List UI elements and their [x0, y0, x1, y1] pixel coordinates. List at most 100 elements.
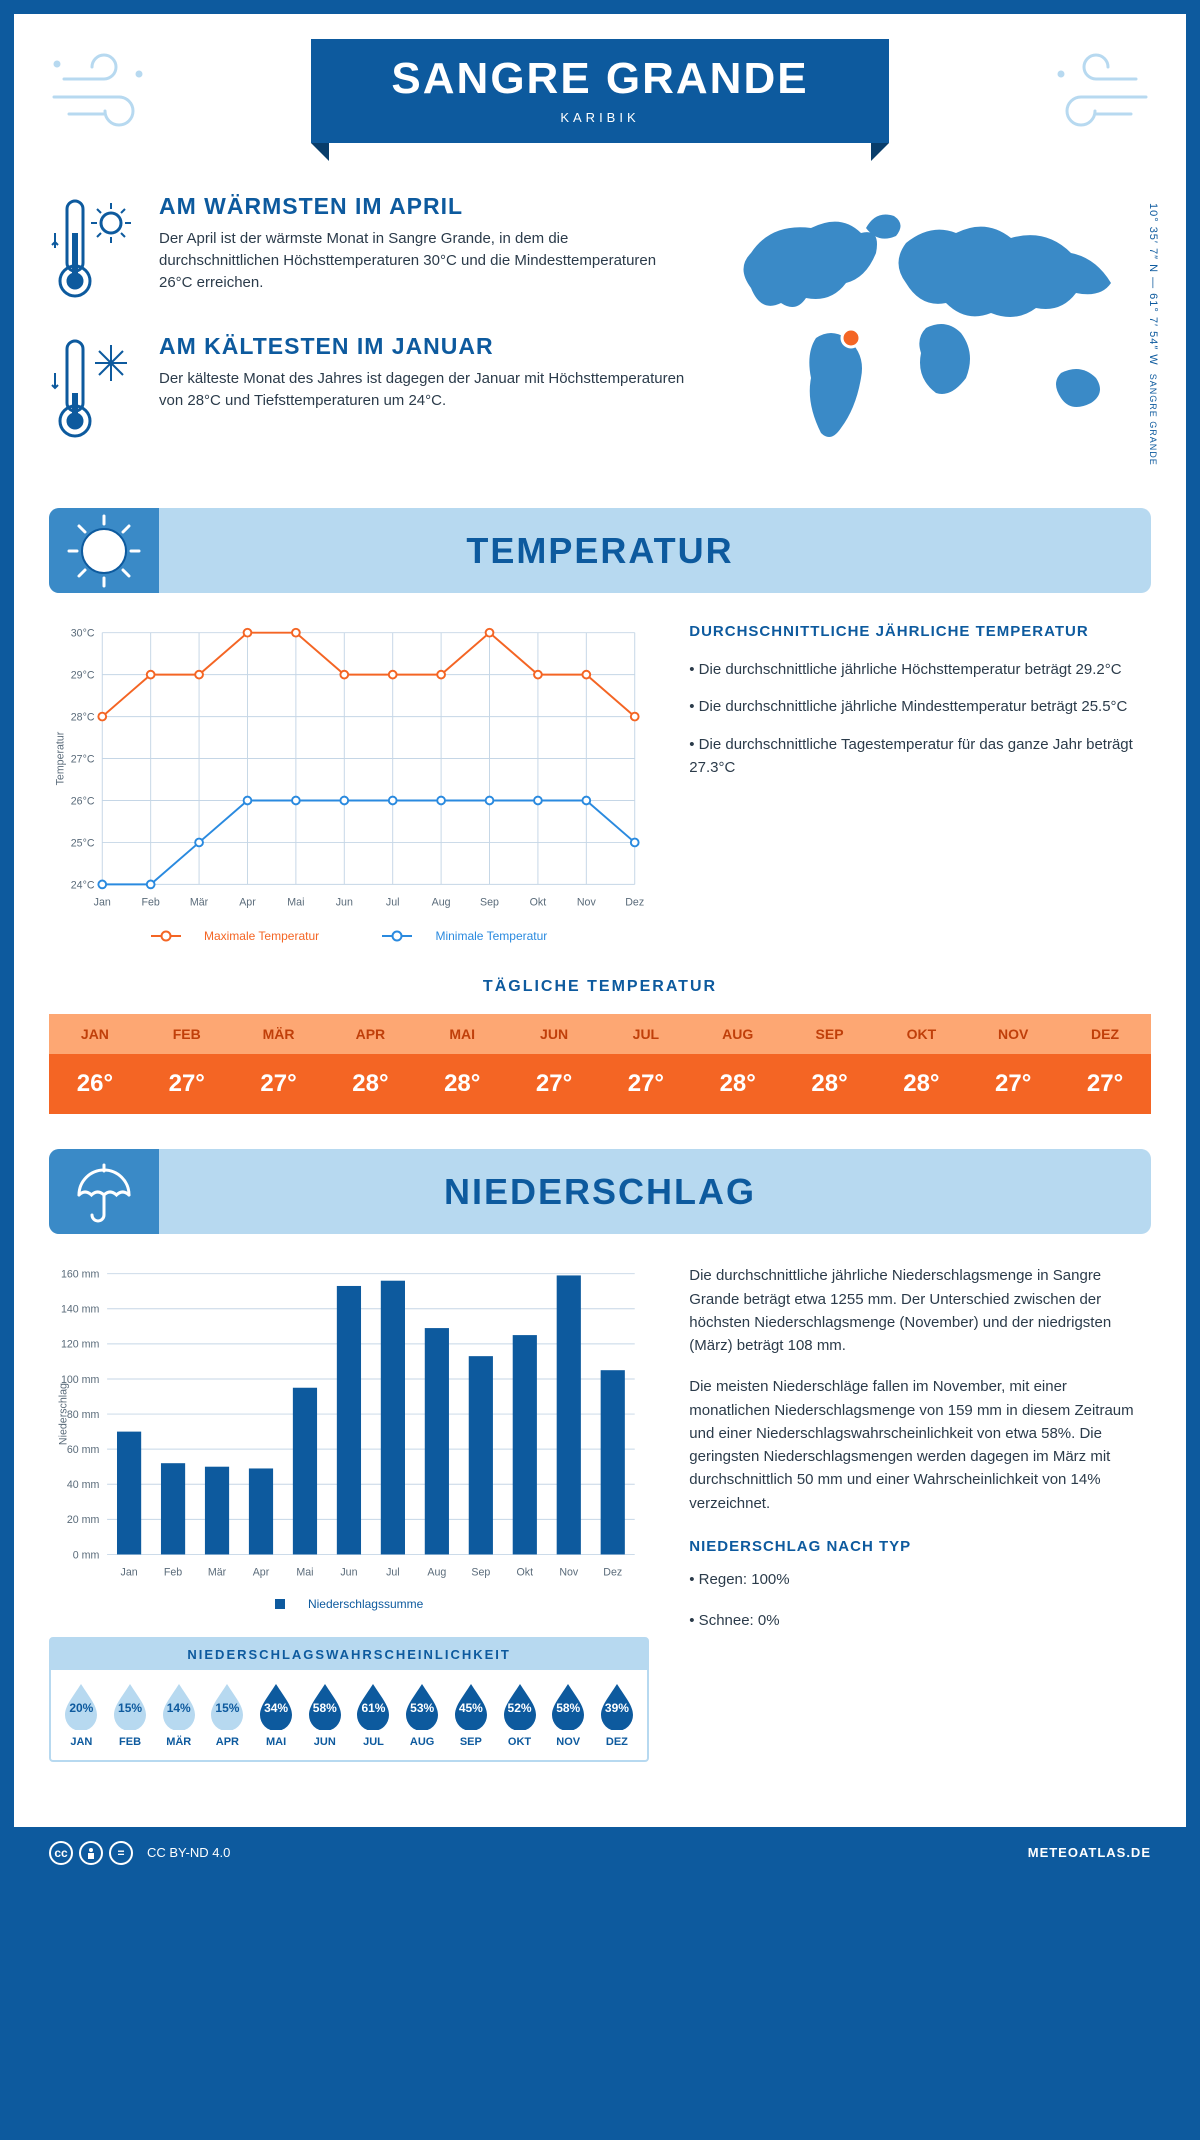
svg-text:160 mm: 160 mm — [61, 1269, 100, 1281]
page-title: SANGRE GRANDE — [391, 54, 808, 104]
svg-text:Nov: Nov — [559, 1567, 579, 1579]
world-map: 10° 35′ 7″ N — 61° 7′ 54″ W SANGRE GRAND… — [721, 193, 1151, 473]
drop-icon: 15% — [208, 1682, 246, 1730]
probability-cell: 45% SEP — [447, 1682, 496, 1748]
coordinates: 10° 35′ 7″ N — 61° 7′ 54″ W SANGRE GRAND… — [1147, 203, 1159, 466]
coldest-body: Der kälteste Monat des Jahres ist dagege… — [159, 368, 691, 412]
page-header: SANGRE GRANDE KARIBIK — [49, 39, 1151, 143]
cc-icon: cc — [49, 1841, 73, 1865]
svg-text:27°C: 27°C — [71, 753, 95, 765]
svg-text:Sep: Sep — [471, 1567, 490, 1579]
drop-icon: 20% — [62, 1682, 100, 1730]
drop-icon: 14% — [160, 1682, 198, 1730]
avg-temp-bullet: • Die durchschnittliche jährliche Höchst… — [689, 658, 1151, 681]
svg-text:Dez: Dez — [625, 897, 644, 909]
probability-cell: 20% JAN — [57, 1682, 106, 1748]
probability-cell: 39% DEZ — [593, 1682, 642, 1748]
svg-text:120 mm: 120 mm — [61, 1339, 100, 1351]
drop-icon: 58% — [549, 1682, 587, 1730]
svg-text:Jun: Jun — [336, 897, 353, 909]
probability-cell: 14% MÄR — [154, 1682, 203, 1748]
svg-text:Dez: Dez — [603, 1567, 622, 1579]
umbrella-icon — [49, 1149, 159, 1234]
page-footer: cc = CC BY-ND 4.0 METEOATLAS.DE — [14, 1827, 1186, 1879]
svg-text:40 mm: 40 mm — [67, 1480, 100, 1492]
thermometer-hot-icon — [49, 193, 139, 303]
table-header: AUG — [692, 1014, 784, 1054]
svg-text:Sep: Sep — [480, 897, 499, 909]
table-cell: 28° — [784, 1054, 876, 1114]
svg-text:Feb: Feb — [164, 1567, 182, 1579]
page-subtitle: KARIBIK — [391, 110, 808, 125]
avg-temp-bullet: • Die durchschnittliche jährliche Mindes… — [689, 695, 1151, 718]
table-header: JUL — [600, 1014, 692, 1054]
svg-text:140 mm: 140 mm — [61, 1304, 100, 1316]
svg-text:Niederschlag: Niederschlag — [57, 1383, 69, 1445]
table-header: JUN — [508, 1014, 600, 1054]
coldest-block: AM KÄLTESTEN IM JANUAR Der kälteste Mona… — [49, 333, 691, 443]
by-icon — [79, 1841, 103, 1865]
precipitation-bar-chart: 0 mm20 mm40 mm60 mm80 mm100 mm120 mm140 … — [49, 1264, 649, 1583]
title-banner: SANGRE GRANDE KARIBIK — [311, 39, 888, 143]
svg-text:Feb: Feb — [142, 897, 160, 909]
license-text: CC BY-ND 4.0 — [147, 1845, 230, 1860]
avg-temp-bullet: • Die durchschnittliche Tagestemperatur … — [689, 733, 1151, 780]
svg-text:30°C: 30°C — [71, 628, 95, 640]
probability-cell: 61% JUL — [349, 1682, 398, 1748]
svg-text:Aug: Aug — [427, 1567, 446, 1579]
probability-cell: 58% NOV — [544, 1682, 593, 1748]
line-chart-legend: Maximale Temperatur Minimale Temperatur — [49, 926, 649, 943]
probability-cell: 52% OKT — [495, 1682, 544, 1748]
svg-text:60 mm: 60 mm — [67, 1444, 100, 1456]
table-cell: 26° — [49, 1054, 141, 1114]
coldest-title: AM KÄLTESTEN IM JANUAR — [159, 333, 691, 360]
precip-paragraph: Die durchschnittliche jährliche Niedersc… — [689, 1264, 1151, 1357]
table-header: OKT — [875, 1014, 967, 1054]
probability-cell: 15% FEB — [106, 1682, 155, 1748]
svg-text:Mär: Mär — [190, 897, 209, 909]
table-header: MAI — [416, 1014, 508, 1054]
drop-icon: 58% — [306, 1682, 344, 1730]
brand-name: METEOATLAS.DE — [1028, 1845, 1151, 1860]
svg-text:Mai: Mai — [287, 897, 304, 909]
precip-type-bullet: • Schnee: 0% — [689, 1609, 1151, 1632]
table-header: NOV — [967, 1014, 1059, 1054]
svg-text:Jan: Jan — [94, 897, 111, 909]
svg-text:0 mm: 0 mm — [73, 1550, 100, 1562]
drop-icon: 61% — [354, 1682, 392, 1730]
drop-icon: 34% — [257, 1682, 295, 1730]
svg-text:Jan: Jan — [121, 1567, 138, 1579]
daily-temp-table: JANFEBMÄRAPRMAIJUNJULAUGSEPOKTNOVDEZ 26°… — [49, 1014, 1151, 1114]
svg-text:28°C: 28°C — [71, 711, 95, 723]
precip-paragraph: Die meisten Niederschläge fallen im Nove… — [689, 1375, 1151, 1515]
table-cell: 28° — [324, 1054, 416, 1114]
svg-text:29°C: 29°C — [71, 670, 95, 682]
drop-icon: 53% — [403, 1682, 441, 1730]
nd-icon: = — [109, 1841, 133, 1865]
svg-text:Jul: Jul — [386, 897, 400, 909]
bar-chart-legend: Niederschlagssumme — [49, 1597, 649, 1612]
table-cell: 28° — [416, 1054, 508, 1114]
avg-temp-title: DURCHSCHNITTLICHE JÄHRLICHE TEMPERATUR — [689, 623, 1151, 640]
svg-text:Mai: Mai — [296, 1567, 313, 1579]
daily-temp-title: TÄGLICHE TEMPERATUR — [49, 978, 1151, 996]
table-cell: 27° — [508, 1054, 600, 1114]
table-cell: 27° — [141, 1054, 233, 1114]
svg-text:Aug: Aug — [432, 897, 451, 909]
svg-text:Mär: Mär — [208, 1567, 227, 1579]
table-cell: 28° — [692, 1054, 784, 1114]
svg-text:26°C: 26°C — [71, 795, 95, 807]
svg-text:Jun: Jun — [340, 1567, 357, 1579]
precip-type-title: NIEDERSCHLAG NACH TYP — [689, 1535, 1151, 1558]
wind-icon — [1041, 49, 1151, 144]
precipitation-heading: NIEDERSCHLAG — [159, 1171, 1151, 1213]
probability-cell: 58% JUN — [300, 1682, 349, 1748]
drop-icon: 45% — [452, 1682, 490, 1730]
svg-text:80 mm: 80 mm — [67, 1409, 100, 1421]
thermometer-cold-icon — [49, 333, 139, 443]
table-cell: 27° — [233, 1054, 325, 1114]
table-cell: 27° — [600, 1054, 692, 1114]
temperature-section-header: TEMPERATUR — [49, 508, 1151, 593]
svg-text:Okt: Okt — [517, 1567, 534, 1579]
drop-icon: 15% — [111, 1682, 149, 1730]
